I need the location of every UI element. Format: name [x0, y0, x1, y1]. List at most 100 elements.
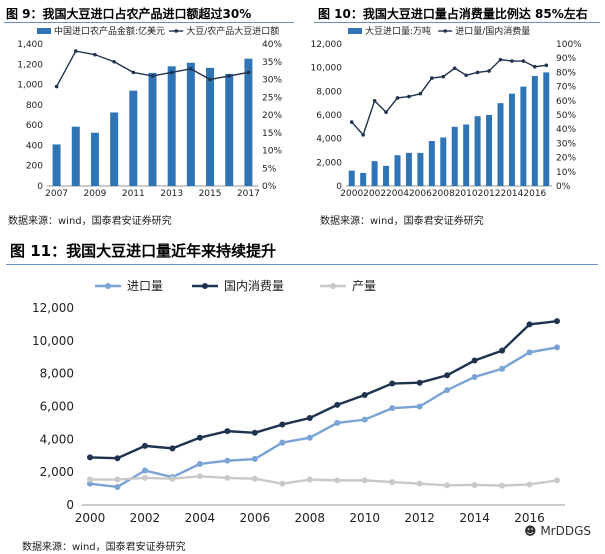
fig11-series-1-point: [196, 434, 203, 441]
fig11-series-1-point: [141, 442, 148, 449]
fig11-ytick: 4,000: [40, 432, 74, 446]
fig11-series-1: [89, 319, 558, 460]
fig11-xtick: 2010: [349, 511, 380, 525]
fig11-series-0-point: [251, 456, 258, 463]
fig10-legend-line-marker: [443, 29, 448, 33]
fig11-series-1-point: [416, 379, 423, 386]
fig10-xtick: 2000: [340, 189, 363, 199]
fig10-line-point: [349, 120, 354, 124]
fig10-ytick-right: 20%: [556, 154, 576, 164]
fig11-ytick: 12,000: [32, 301, 74, 315]
fig9-title-rule: [4, 22, 294, 23]
fig11-series-1-point: [554, 318, 560, 325]
fig10-line-point: [407, 94, 411, 99]
fig11-series-2-point: [141, 474, 148, 481]
fig10-ytick-right: 60%: [556, 97, 576, 107]
fig9-ytick-left: 1,200: [17, 60, 43, 70]
fig11-series-2-point: [306, 476, 313, 483]
fig10-xtick: 2002: [363, 189, 386, 199]
fig11-series-2-point: [361, 477, 368, 484]
fig11-series-0-point: [554, 344, 560, 351]
fig11-series-0-point: [141, 467, 148, 474]
fig11-series-1-point: [114, 455, 121, 462]
fig11-xtick: 2012: [404, 511, 435, 525]
fig11-xtick: 2008: [294, 511, 325, 525]
fig11-series-2-point: [444, 482, 451, 489]
fig11-ytick: 6,000: [40, 400, 74, 414]
fig10-ytick-right: 10%: [556, 168, 576, 178]
fig10-line-point: [475, 70, 480, 75]
fig10-bar: [508, 93, 515, 186]
fig10-xtick: 2016: [523, 189, 546, 199]
fig11-legend-marker-0: [105, 283, 111, 289]
fig10-ytick-right: 50%: [556, 111, 576, 121]
fig9-bar: [52, 144, 61, 186]
fig11-series-2-point: [196, 473, 203, 480]
fig10-bar: [440, 137, 447, 186]
fig10-title-rule: [314, 22, 600, 23]
fig9-ytick-right: 20%: [262, 111, 282, 121]
fig11-ytick: 8,000: [40, 367, 74, 381]
fig11-legend-label-2: 产量: [352, 279, 376, 293]
fig11-series-2-point: [389, 479, 396, 486]
fig9-bar: [206, 67, 215, 186]
fig10-ytick-left: 2,000: [316, 158, 342, 168]
fig10-line-point: [452, 66, 457, 70]
fig10-ytick-right: 100%: [556, 40, 582, 50]
fig11-series-0-point: [87, 480, 93, 487]
fig10-line-series: [351, 58, 547, 137]
fig9-ytick-right: 0%: [262, 182, 277, 192]
fig10-ytick-left: 12,000: [311, 40, 343, 50]
fig10-line-point: [372, 99, 377, 103]
fig9-line-point: [131, 70, 136, 75]
fig11-series-0-point: [361, 416, 368, 423]
fig10-bar: [486, 115, 493, 186]
fig10-ytick-left: 4,000: [316, 135, 342, 145]
fig9-line-point: [150, 74, 155, 78]
fig11-series-1-point: [251, 429, 258, 436]
fig9-ytick-left: 200: [26, 162, 43, 172]
fig10-line-point: [395, 96, 400, 100]
fig9-xtick: 2009: [84, 189, 107, 199]
fig9-ytick-left: 600: [26, 121, 43, 131]
fig11-series-0-point: [306, 434, 313, 441]
fig10-line-point: [487, 69, 491, 73]
fig11-legend-marker-2: [330, 283, 336, 289]
fig11-series-0-point: [196, 460, 203, 467]
fig11-series-1-point: [279, 421, 286, 428]
fig11-series-1-point: [471, 357, 478, 364]
fig10-ytick-left: 10,000: [311, 64, 343, 74]
fig9-line-point: [227, 74, 232, 78]
fig10-xtick: 2006: [409, 189, 432, 199]
fig9-bar: [148, 72, 157, 186]
fig10-bar: [405, 152, 412, 186]
fig10-bar: [360, 172, 367, 186]
fig10-xtick: 2004: [386, 189, 409, 199]
fig11-legend-label-1: 国内消费量: [224, 279, 284, 293]
fig10-line-point: [544, 63, 549, 68]
fig10-bar: [348, 170, 355, 186]
fig11-series-2-point: [416, 480, 423, 487]
wechat-icon: ☻: [523, 524, 537, 538]
fig10-ytick-right: 30%: [556, 139, 576, 149]
wechat-watermark: ☻ MrDDGS: [524, 524, 591, 538]
fig10-line-point: [430, 76, 434, 80]
fig9-ytick-right: 30%: [262, 76, 282, 86]
fig11-series-1-point: [361, 392, 368, 399]
fig9-bar: [167, 66, 176, 186]
fig9-legend-line-marker: [174, 29, 178, 33]
fig11-series-0-point: [279, 439, 286, 446]
fig9-line-point: [246, 70, 251, 75]
fig11-series-0-point: [444, 387, 451, 394]
fig10-source: 数据来源：wind，国泰君安证券研究: [320, 216, 484, 227]
fig11-series-2-point: [87, 476, 93, 483]
fig10-line-point: [418, 91, 423, 96]
fig10-line-point: [361, 133, 365, 137]
fig11-series-2-point: [526, 481, 533, 488]
fig11-legend-marker-1: [202, 283, 208, 289]
fig9-xtick: 2011: [122, 189, 145, 199]
fig9-bar: [110, 112, 119, 186]
fig11-series-1-point: [526, 321, 533, 328]
fig11-xtick: 2016: [514, 511, 545, 525]
fig11-series-0-point: [389, 405, 396, 412]
